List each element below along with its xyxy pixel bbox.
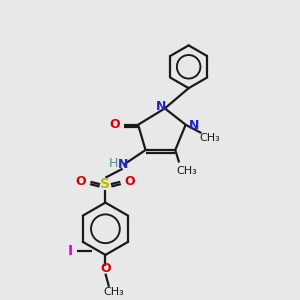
Text: O: O	[110, 118, 120, 130]
Text: N: N	[118, 158, 128, 171]
Text: S: S	[100, 177, 110, 191]
Text: N: N	[189, 119, 199, 132]
Text: H: H	[109, 158, 119, 170]
Text: CH₃: CH₃	[199, 133, 220, 142]
Text: CH₃: CH₃	[103, 287, 124, 297]
Text: O: O	[124, 175, 135, 188]
Text: N: N	[156, 100, 166, 113]
Text: O: O	[76, 175, 86, 188]
Text: O: O	[100, 262, 111, 275]
Text: CH₃: CH₃	[176, 166, 197, 176]
Text: I: I	[68, 244, 73, 258]
